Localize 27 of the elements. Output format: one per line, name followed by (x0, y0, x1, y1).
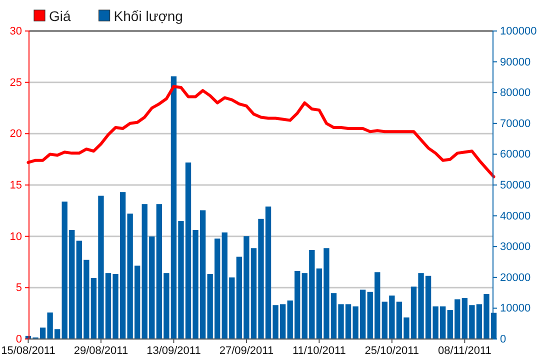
y2-tick-label: 30000 (500, 241, 531, 254)
y-tick-label: 25 (10, 76, 22, 89)
x-tick-label: 15/08/2011 (1, 344, 56, 357)
y-tick-label: 20 (10, 128, 22, 140)
legend-label: Khối lượng (114, 8, 183, 24)
y2-tick-label: 0 (500, 334, 506, 346)
y-tick-label: 5 (16, 282, 22, 294)
y-tick-label: 15 (10, 180, 22, 192)
y2-tick-label: 60000 (500, 148, 531, 161)
x-tick-label: 11/10/2011 (292, 344, 346, 357)
y2-tick-label: 20000 (500, 272, 531, 284)
x-tick-label: 13/09/2011 (146, 344, 201, 357)
y2-tick-label: 40000 (500, 210, 531, 222)
y2-tick-label: 50000 (500, 180, 531, 192)
y-tick-label: 10 (10, 230, 22, 243)
y2-tick-label: 10000 (500, 302, 531, 315)
y2-tick-label: 70000 (500, 118, 531, 130)
y2-tick-label: 90000 (500, 56, 531, 68)
x-tick-label: 29/08/2011 (74, 344, 128, 357)
x-tick-label: 27/09/2011 (219, 344, 274, 357)
x-tick-label: 08/11/2011 (438, 344, 492, 357)
y-tick-label: 0 (16, 334, 22, 346)
x-tick-label: 25/10/2011 (364, 344, 420, 357)
y2-tick-label: 80000 (500, 87, 531, 100)
y-tick-label: 30 (10, 26, 22, 38)
y2-tick-label: 100000 (500, 26, 537, 38)
legend-label: Giá (49, 8, 71, 24)
